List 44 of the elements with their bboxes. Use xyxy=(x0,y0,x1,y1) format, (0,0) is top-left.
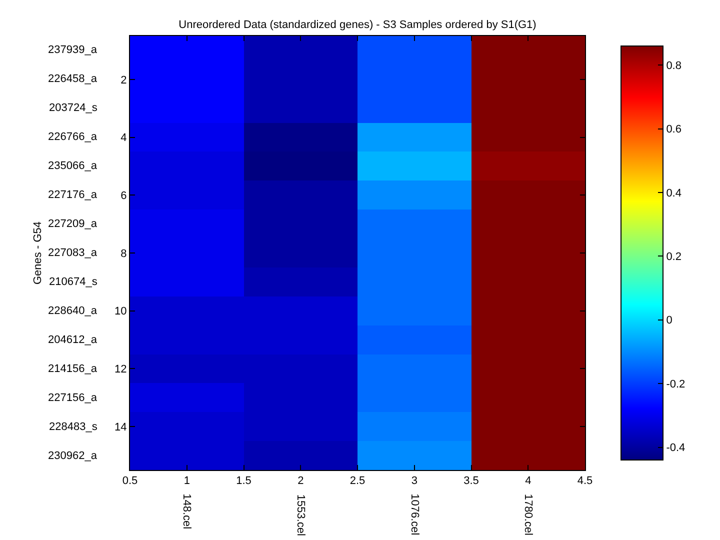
y2-tick-label: 2 xyxy=(120,74,127,86)
y-tick-label: 228483_s xyxy=(49,421,98,433)
y2-tick-label: 10 xyxy=(114,306,127,318)
y-tick-label: 226766_a xyxy=(48,131,98,143)
color-bar-label: 0.4 xyxy=(666,187,682,200)
y-tick-label: 226458_a xyxy=(48,73,98,85)
color-bar-label: -0.4 xyxy=(666,442,686,454)
y-tick-label: 203724_s xyxy=(49,102,98,114)
chart-title: Unreordered Data (standardized genes) - S3 Samples ordered by S1(G1) xyxy=(178,18,536,31)
y-tick-label: 230962_a xyxy=(48,450,98,462)
y-tick-label: 204612_a xyxy=(48,334,98,346)
y2-tick-label: 4 xyxy=(120,132,127,144)
y2-tick-label: 8 xyxy=(120,248,127,260)
y-tick-label: 227156_a xyxy=(48,392,98,404)
y-tick-label: 210674_s xyxy=(49,276,98,288)
x-tick-label: 1.5 xyxy=(236,475,252,488)
y-tick-label: 235066_a xyxy=(48,160,98,172)
x-tick-label: 3 xyxy=(411,475,418,488)
y2-tick-label: 14 xyxy=(114,421,127,434)
text: 1780.cel xyxy=(522,494,534,536)
y-tick-label: 214156_a xyxy=(48,363,98,375)
y-axis-title: Genes - G54 xyxy=(32,222,44,284)
text: 148.cel xyxy=(180,494,192,530)
y-tick-label: 228640_a xyxy=(48,305,98,317)
y2-tick-label: 12 xyxy=(114,364,127,376)
text: 1076.cel xyxy=(408,494,420,536)
x-tick-label: 3.5 xyxy=(464,475,479,488)
color-bar-label: 0.8 xyxy=(666,60,682,72)
x-tick-label: 4.5 xyxy=(577,475,593,488)
x-tick-label: 4 xyxy=(525,475,532,488)
y-tick-label: 237939_a xyxy=(48,44,98,56)
x-tick-label: 1 xyxy=(184,475,190,488)
y2-tick-label: 6 xyxy=(120,190,127,202)
text: 1553.cel xyxy=(294,494,307,536)
color-bar-label: 0.2 xyxy=(666,251,682,264)
y-tick-label: 227083_a xyxy=(48,247,98,259)
y-tick-label: 227176_a xyxy=(48,189,98,201)
x-tick-label: 0.5 xyxy=(122,475,138,488)
color-bar-label: 0 xyxy=(666,314,672,327)
x-tick-label: 2.5 xyxy=(350,475,366,488)
y-tick-label: 227209_a xyxy=(48,218,98,230)
x-tick-label: 2 xyxy=(298,475,304,488)
color-bar-label: 0.6 xyxy=(666,124,682,136)
color-bar-label: -0.2 xyxy=(666,378,686,390)
